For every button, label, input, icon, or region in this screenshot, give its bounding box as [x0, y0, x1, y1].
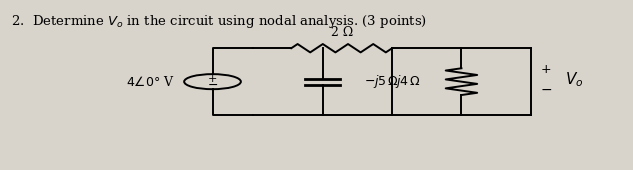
Text: −: − — [207, 79, 218, 92]
Text: $4\angle 0°$ V: $4\angle 0°$ V — [126, 75, 175, 89]
Text: 2.  Determine $V_o$ in the circuit using nodal analysis. (3 points): 2. Determine $V_o$ in the circuit using … — [11, 13, 427, 30]
Text: −: − — [540, 83, 552, 97]
Text: +: + — [208, 74, 217, 84]
Text: +: + — [540, 63, 551, 76]
Text: $V_o$: $V_o$ — [565, 71, 584, 89]
Text: 2 Ω: 2 Ω — [330, 26, 353, 39]
Text: $-j5\,\Omega$: $-j5\,\Omega$ — [364, 73, 399, 90]
Text: $j4\,\Omega$: $j4\,\Omega$ — [394, 73, 420, 90]
